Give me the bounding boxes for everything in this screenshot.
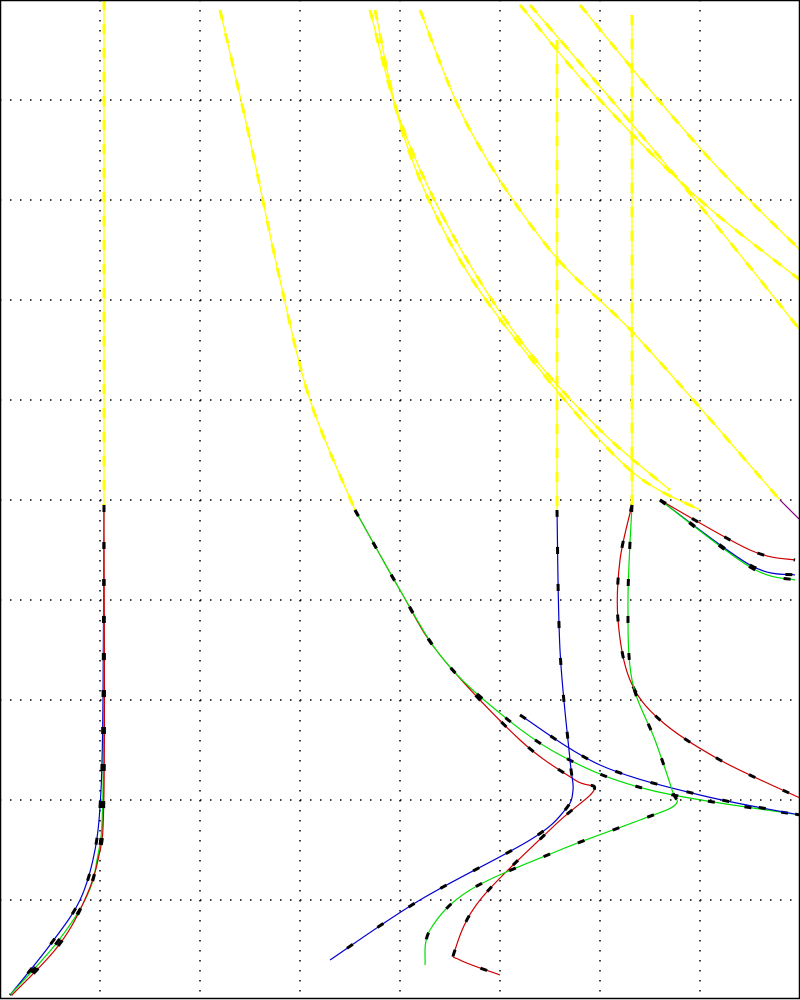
curve-green-12 [424, 504, 678, 966]
curve-dash-overlay-13 [368, 9, 671, 492]
curve-dash-overlay-2 [8, 504, 106, 997]
curve-red-19 [659, 499, 796, 561]
curve-green-2 [9, 504, 105, 996]
curve-dash-overlay-4 [218, 9, 357, 511]
curve-red-5 [354, 509, 596, 976]
curve-dash-overlay-15 [418, 9, 782, 501]
curve-yellow-4 [219, 9, 356, 511]
curve-dash-overlay-18 [578, 4, 800, 252]
curve-yellow-13 [369, 9, 671, 491]
curve-yellow-18 [579, 4, 800, 251]
curve-dash-overlay-8 [329, 509, 575, 962]
curve-purple-22 [779, 499, 800, 521]
curve-dash-overlay-3 [10, 504, 106, 997]
curve-red-3 [11, 504, 106, 996]
curve-green-6 [354, 509, 800, 816]
curve-yellow-14 [374, 9, 701, 511]
curve-dash-overlay-17 [528, 4, 800, 331]
curve-dash-overlay-21 [659, 498, 796, 582]
curve-dash-overlay-14 [373, 9, 701, 512]
curve-dash-overlay-16 [518, 4, 800, 282]
curves [8, 0, 800, 997]
curve-dash-overlay-9 [519, 713, 800, 817]
curve-dash-overlay-5 [353, 509, 597, 977]
curve-yellow-16 [519, 4, 800, 281]
curve-blue-8 [329, 509, 574, 961]
curve-red-11 [616, 504, 800, 799]
curve-yellow-15 [419, 9, 781, 501]
curve-blue-1 [9, 504, 105, 996]
curve-dash-overlay-1 [8, 504, 106, 996]
